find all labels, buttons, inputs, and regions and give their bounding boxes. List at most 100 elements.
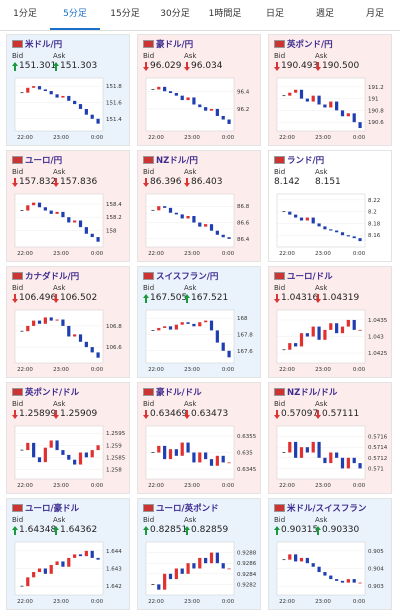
x-tick-label: 22:00 (17, 367, 33, 373)
rate-card[interactable]: ユーロ/豪ドル Bid Ask 1.64348 1.64362 1.644 1.643 1.6… (6, 498, 130, 610)
ask-label: Ask (53, 168, 66, 176)
x-tick-label: 22:00 (148, 367, 164, 373)
tab[interactable]: 1時間足 (208, 9, 242, 19)
candle (340, 232, 345, 236)
ask-value: 0.63473 (191, 409, 229, 419)
candle (215, 552, 219, 564)
y-tick-label: 96.4 (237, 89, 250, 95)
bid-label: Bid (274, 52, 286, 60)
flag (12, 272, 23, 280)
candle (157, 206, 161, 211)
rate-card[interactable]: NZドル/円 Bid Ask 86.396 86.403 86.8 86.6 86.4 22:0… (137, 150, 261, 262)
ask-value: 8.151 (315, 177, 341, 187)
mini-chart: 1.644 1.643 1.642 22:00 23:00 0:00 (14, 541, 122, 605)
rate-card[interactable]: 米ドル/スイスフラン Bid Ask 0.90315 0.90330 0.905 0.904… (268, 498, 392, 610)
plot-area (14, 193, 104, 248)
candle (174, 449, 178, 456)
candle (323, 329, 327, 340)
direction-arrow (53, 410, 59, 419)
candle (192, 452, 196, 463)
bid-value: 0.82851 (150, 525, 188, 535)
rate-card[interactable]: 豪ドル/ドル Bid Ask 0.63469 0.63473 0.6355 0.635 0.6… (137, 382, 261, 494)
bid-label: Bid (143, 284, 155, 292)
y-tick-label: 0.571 (368, 466, 384, 472)
rate-card[interactable]: ランド/円 Bid Ask 8.142 8.151 8.22 8.2 8.18 8.16 22:0… (268, 150, 392, 262)
tab[interactable]: 15分足 (110, 9, 140, 19)
candle (180, 214, 184, 219)
flag (274, 272, 285, 280)
candle (49, 91, 53, 95)
direction-arrow (53, 62, 59, 71)
candle (323, 226, 327, 230)
tab[interactable]: 月足 (365, 9, 384, 19)
candle (340, 110, 345, 117)
rate-card[interactable]: 米ドル/円 Bid Ask 151.301 151.303 151.8 151.6 151.4… (6, 34, 130, 146)
tab[interactable]: 1分足 (13, 9, 37, 19)
plot-area (14, 77, 104, 132)
candle (32, 202, 36, 206)
candle (67, 557, 71, 567)
tab[interactable]: 5分足 (50, 0, 100, 30)
bid-label: Bid (143, 52, 155, 60)
y-tick-label: 1.258 (106, 467, 122, 473)
candle (329, 575, 333, 580)
candle (73, 220, 77, 223)
candle (215, 330, 219, 343)
rate-card[interactable]: スイスフラン/円 Bid Ask 167.505 167.521 168 167.8 167.… (137, 266, 261, 378)
candle (163, 206, 167, 208)
rate-card[interactable]: ユーロ/円 Bid Ask 157.832 157.836 158.4 158.2 158 22… (6, 150, 130, 262)
rate-card[interactable]: ユーロ/ドル Bid Ask 1.04316 1.04319 1.0435 1.043 1.0… (268, 266, 392, 378)
candle (90, 550, 94, 558)
y-tick-label: 0.9282 (237, 582, 256, 588)
candle (43, 89, 47, 92)
y-tick-label: 1.2595 (106, 431, 126, 437)
candle (215, 455, 219, 466)
plot-area (145, 193, 235, 248)
x-tick-label: 22:00 (279, 367, 295, 373)
candle (90, 450, 94, 458)
rate-card[interactable]: ユーロ/英ポンド Bid Ask 0.82851 0.82859 0.9288 0.9286… (137, 498, 261, 610)
tab[interactable]: 日足 (265, 9, 284, 19)
candle (335, 101, 339, 111)
candle (163, 445, 167, 460)
plot-area (14, 309, 104, 364)
mini-chart: 168 167.8 167.6 22:00 23:00 0:00 (145, 309, 253, 373)
candle (323, 572, 327, 576)
candle (221, 563, 225, 569)
candle (352, 579, 356, 583)
candle (84, 550, 88, 557)
x-tick-label: 0:00 (353, 483, 366, 489)
candle (37, 320, 42, 324)
candle (221, 234, 225, 238)
x-tick-label: 22:00 (279, 251, 295, 257)
direction-arrow (184, 294, 190, 303)
candle (186, 216, 190, 219)
arrow (143, 178, 149, 187)
x-tick-label: 0:00 (222, 135, 235, 141)
tab[interactable]: 週足 (315, 9, 334, 19)
candle (221, 455, 225, 463)
rate-card[interactable]: 英ポンド/ドル Bid Ask 1.25899 1.25909 1.2595 1.259 1.… (6, 382, 130, 494)
candle (227, 350, 231, 358)
rate-card[interactable]: 豪ドル/円 Bid Ask 96.029 96.034 96.4 96.2 22:00 23:0… (137, 34, 261, 146)
y-tick-label: 0.904 (368, 567, 384, 573)
bid-value: 1.25899 (19, 409, 57, 419)
rate-card[interactable]: カナダドル/円 Bid Ask 106.496 106.502 106.8 106.6 22:… (6, 266, 130, 378)
candle (198, 222, 202, 227)
bid-label: Bid (12, 284, 24, 292)
pair-name: 米ドル/円 (25, 40, 63, 50)
tab[interactable]: 30分足 (160, 9, 190, 19)
rate-card[interactable]: NZドル/ドル Bid Ask 0.57097 0.57111 0.5716 0.5714 0… (268, 382, 392, 494)
candle (299, 333, 304, 347)
candle (299, 447, 304, 458)
arrow (12, 410, 18, 419)
candle (78, 554, 83, 557)
rate-card[interactable]: 英ポンド/円 Bid Ask 190.493 190.500 191.2 191 190.8 1… (268, 34, 392, 146)
candle (43, 568, 47, 574)
ask-label: Ask (53, 284, 66, 292)
y-tick-label: 158.2 (106, 215, 122, 221)
pair-name: スイスフラン/円 (156, 272, 219, 282)
arrow (53, 178, 59, 187)
candle (209, 320, 214, 331)
candle (186, 442, 190, 453)
